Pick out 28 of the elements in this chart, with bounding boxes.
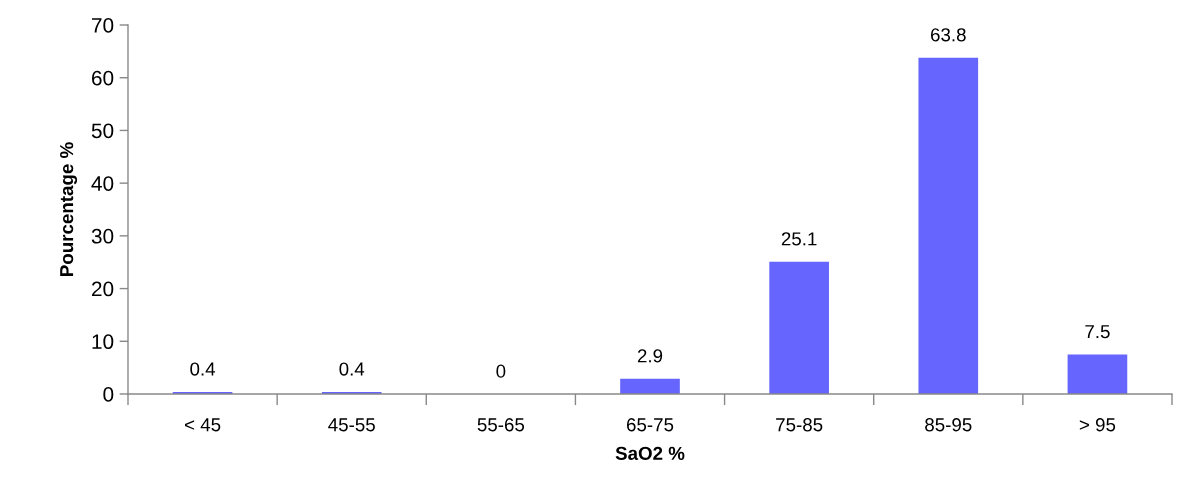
bar bbox=[620, 378, 680, 394]
x-tick-label: 65-75 bbox=[626, 418, 674, 432]
data-label: 0.4 bbox=[339, 362, 365, 376]
y-tick-label: 10 bbox=[92, 334, 114, 350]
data-label: 0.4 bbox=[190, 362, 216, 376]
data-label: 25.1 bbox=[781, 232, 817, 246]
y-axis-title: Pourcentage % bbox=[60, 142, 78, 276]
bar bbox=[918, 57, 979, 394]
y-tick-label: 70 bbox=[92, 18, 114, 33]
y-tick-label: 50 bbox=[91, 123, 114, 139]
data-label: 0 bbox=[496, 364, 506, 378]
data-label: 63.8 bbox=[930, 28, 966, 42]
x-tick-label: 85-95 bbox=[925, 418, 972, 432]
x-tick-label: 75-85 bbox=[776, 418, 823, 432]
x-tick-label: > 95 bbox=[1079, 418, 1116, 432]
y-tick-label: 40 bbox=[91, 176, 114, 191]
bar bbox=[1067, 354, 1128, 394]
y-tick-label: 60 bbox=[92, 70, 114, 86]
y-tick-label: 30 bbox=[91, 228, 114, 244]
data-label: 2.9 bbox=[637, 349, 663, 363]
x-axis-title: SaO2 % bbox=[615, 446, 685, 460]
x-tick-label: 45-55 bbox=[328, 418, 375, 432]
x-tick-label: 55-65 bbox=[477, 418, 525, 432]
bar bbox=[769, 261, 829, 394]
data-label: 7.5 bbox=[1085, 325, 1110, 339]
x-tick-label: < 45 bbox=[184, 418, 221, 432]
y-tick-label: 0 bbox=[103, 387, 114, 402]
y-tick-label: 20 bbox=[91, 281, 114, 297]
